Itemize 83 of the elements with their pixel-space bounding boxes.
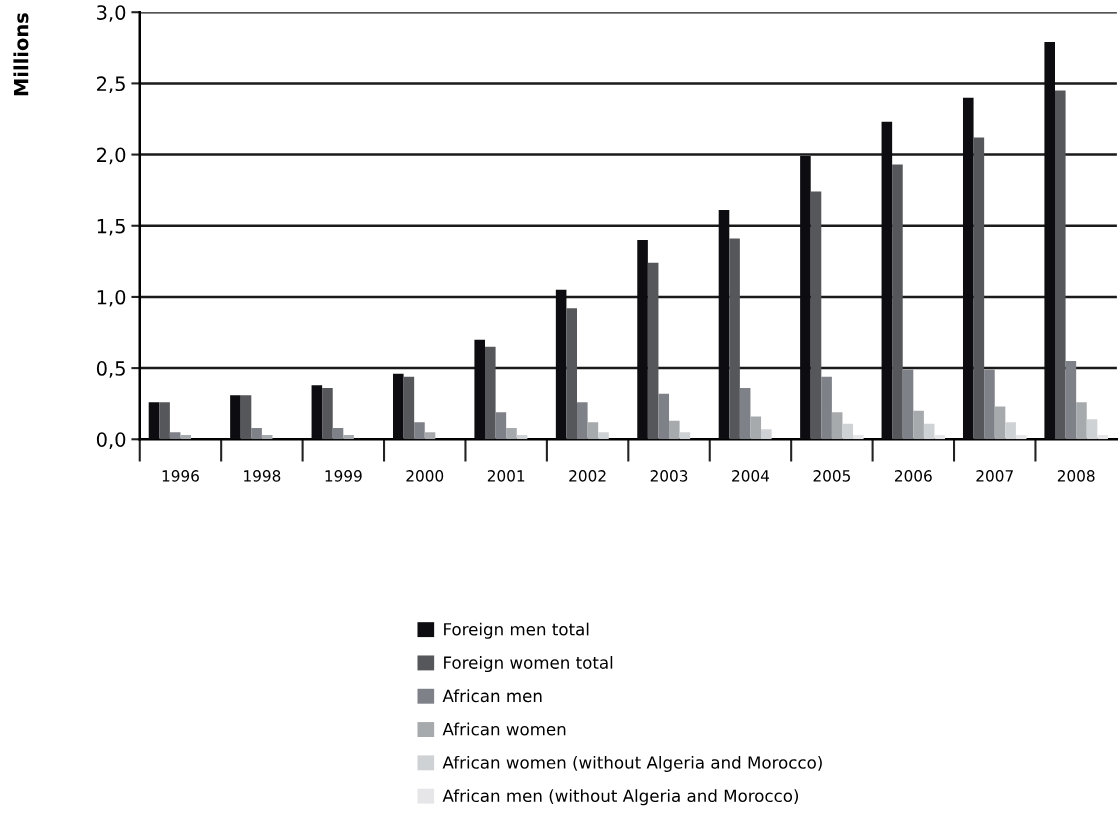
x-tick-label: 1996 xyxy=(162,470,199,482)
legend-label: Foreign men total xyxy=(444,622,589,639)
bar xyxy=(892,164,903,440)
legend-label: African men (without Algeria and Morocco) xyxy=(442,789,799,806)
bar xyxy=(577,402,588,440)
bar xyxy=(739,388,751,440)
bar xyxy=(729,238,740,440)
bar xyxy=(679,432,691,440)
bar xyxy=(881,121,893,440)
bar xyxy=(1005,422,1016,440)
bar xyxy=(251,427,262,440)
x-tick-label: 2001 xyxy=(487,470,525,482)
bar xyxy=(1076,402,1087,440)
x-tick-label: 2000 xyxy=(406,470,444,482)
bar xyxy=(169,432,181,440)
bar xyxy=(647,262,659,440)
y-tick-label: 3,0 xyxy=(97,5,126,22)
x-tick-label: 2003 xyxy=(650,470,688,482)
legend-label: African women (without Algeria and Morocco) xyxy=(442,755,822,773)
bar xyxy=(311,385,323,440)
bar xyxy=(831,412,843,440)
bar xyxy=(761,429,772,440)
y-tick-label: 1,5 xyxy=(97,218,125,236)
bar xyxy=(973,137,985,440)
x-tick-label: 2004 xyxy=(732,470,770,482)
bar xyxy=(180,435,192,440)
x-tick-label: 2006 xyxy=(894,470,932,482)
bar xyxy=(913,410,924,440)
y-tick-label: 2,5 xyxy=(97,76,125,94)
bar xyxy=(1086,419,1098,440)
bar xyxy=(934,435,946,440)
bar xyxy=(853,435,864,440)
bar xyxy=(159,402,170,440)
bar xyxy=(810,191,822,440)
bar xyxy=(1044,42,1055,440)
bar xyxy=(230,395,241,440)
bar xyxy=(1055,90,1066,440)
bar xyxy=(474,339,485,440)
bar xyxy=(322,388,333,440)
bar xyxy=(658,393,670,440)
bar xyxy=(821,376,832,440)
x-tick-label: 2005 xyxy=(813,470,850,482)
x-tick-label: 2007 xyxy=(976,470,1013,482)
y-tick-label: 1,0 xyxy=(97,289,126,307)
bar xyxy=(842,423,854,440)
x-tick-label: 1999 xyxy=(325,470,362,482)
bar xyxy=(902,369,914,440)
bar xyxy=(148,402,160,440)
bar xyxy=(566,308,578,440)
bar xyxy=(403,376,415,440)
bar xyxy=(240,395,252,440)
y-tick-label: 2,0 xyxy=(97,147,126,165)
bar xyxy=(750,416,762,440)
bar xyxy=(669,420,680,440)
bar xyxy=(962,97,974,440)
bar xyxy=(343,435,354,440)
x-tick-label: 2002 xyxy=(569,470,606,482)
bar xyxy=(994,406,1006,440)
y-tick-label: 0,5 xyxy=(96,361,125,378)
y-axis-title: Millions xyxy=(13,13,29,96)
bar xyxy=(555,289,567,440)
bar xyxy=(332,427,344,440)
bar xyxy=(598,432,609,440)
legend-label: Foreign women total xyxy=(444,655,613,673)
bar xyxy=(923,423,935,440)
legend-label: African men xyxy=(442,689,542,703)
bar xyxy=(485,346,496,440)
x-tick-label: 1998 xyxy=(244,470,281,482)
legend-label: African women xyxy=(442,722,566,736)
bar xyxy=(414,422,425,440)
bar xyxy=(718,210,730,440)
bar xyxy=(506,427,517,440)
bar xyxy=(587,422,599,440)
bar xyxy=(1097,435,1108,440)
bar xyxy=(984,369,995,440)
x-tick-label: 2008 xyxy=(1057,470,1095,482)
bar xyxy=(637,239,648,440)
bar xyxy=(424,432,436,440)
bar xyxy=(800,156,811,440)
bar xyxy=(1065,360,1077,440)
bar xyxy=(495,412,507,440)
bar xyxy=(392,373,404,440)
y-tick-label: 0,0 xyxy=(96,432,126,449)
